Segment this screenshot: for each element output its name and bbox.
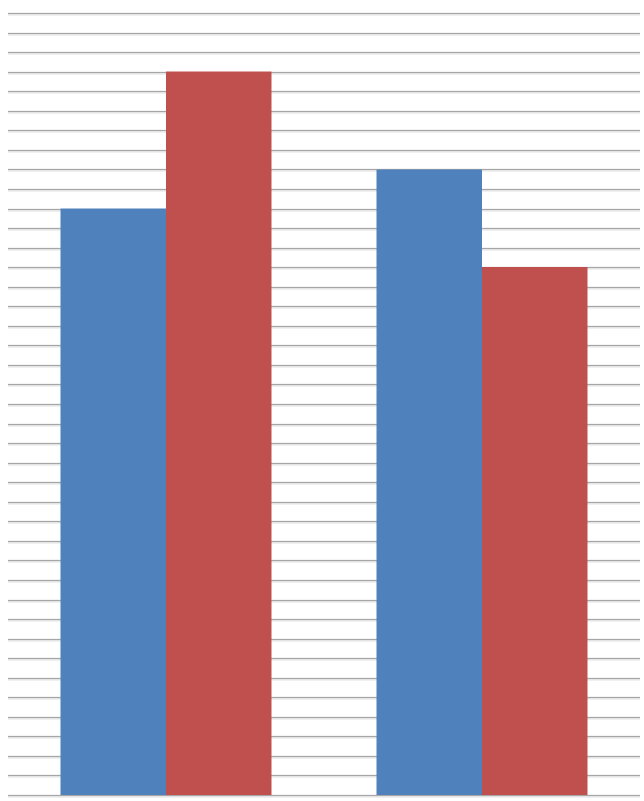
bars [60,71,588,795]
bar-series-1-category-2 [376,169,482,795]
bar-series-2-category-2 [482,267,588,795]
bar-series-1-category-1 [60,208,166,795]
bar-series-2-category-1 [166,71,272,795]
